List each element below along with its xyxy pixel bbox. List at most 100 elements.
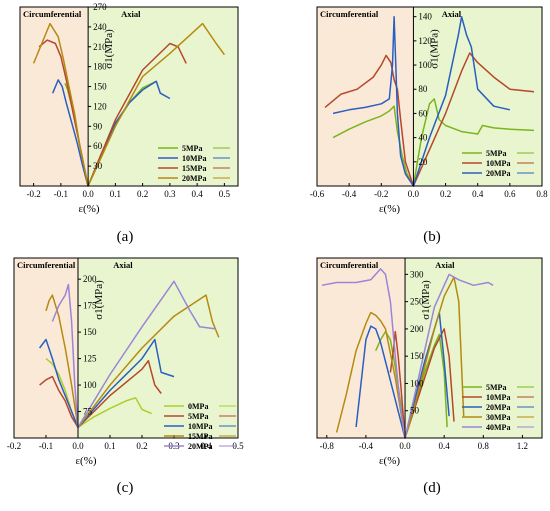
series-line-5MPa [332,98,535,187]
legend-entry-10MPa: 10MPa [486,393,510,402]
y-axis-label: σ1(MPa) [420,280,432,320]
x-tick-label: 1.2 [517,441,528,451]
region-label-circumferential: Circumferential [17,260,76,270]
panel-label: (b) [423,229,441,245]
x-tick-label: 0.8 [478,441,490,451]
series-line-10MPa [324,52,535,187]
legend-entry-20MPa: 20MPa [486,403,510,412]
x-tick-label: 0.1 [104,441,115,451]
x-tick-label: -0.1 [39,441,53,451]
legend-entry-0MPa: 0MPa [188,402,208,411]
legend-entry-5MPa: 5MPa [182,144,202,153]
x-tick-label: -0.1 [54,189,68,199]
plot-frame [19,6,239,187]
y-tick-label: 250 [410,297,424,307]
region-label-circumferential: Circumferential [320,9,379,19]
y-axis-label: σ1(MPa) [103,29,115,69]
circumferential-region [317,258,406,438]
chart-panel-4: Circumferential Axial -0.8 -0.4 0.0 0.4 0.8 1.2… [316,257,543,496]
legend-entry-10MPa: 10MPa [486,159,510,168]
axial-region [88,7,238,186]
x-tick-label: 0.0 [408,189,420,199]
x-tick-label: 0.1 [110,189,121,199]
x-tick-label: 0.0 [399,441,411,451]
y-tick-label: 50 [410,406,420,416]
x-tick-label: -0.2 [7,441,21,451]
x-tick-label: 0.5 [232,441,244,451]
region-label-circumferential: Circumferential [320,260,379,270]
y-tick-label: 270 [93,2,107,12]
x-tick-label: 0.6 [504,189,516,199]
x-tick-label: 0.3 [164,189,176,199]
x-axis-label: ε(%) [78,203,99,215]
legend-entry-5MPa: 5MPa [486,149,506,158]
y-tick-label: 75 [83,407,93,417]
series-line-30MPa [335,276,465,439]
y-tick-label: 90 [93,121,103,131]
panel-label: (a) [117,229,134,245]
plot-frame [13,257,239,439]
x-tick-label: 0.5 [219,189,231,199]
y-axis-label: σ1(MPa) [428,29,440,69]
series-line-5MPa [39,359,162,429]
y-tick-label: 140 [418,12,432,22]
x-tick-label: 0.4 [472,189,484,199]
legend-entry-15MPa: 15MPa [188,432,212,441]
panel-label: (c) [117,480,134,496]
chart-panel-2: Circumferential Axial -0.6 -0.4 -0.2 0.0 0.2 0.… [310,6,548,245]
x-axis-label: ε(%) [379,455,400,467]
y-tick-label: 120 [418,36,432,46]
x-tick-label: -0.4 [359,441,374,451]
circumferential-region [317,7,414,186]
region-label-axial: Axial [121,9,141,19]
region-label-circumferential: Circumferential [23,9,82,19]
y-tick-label: 80 [418,84,428,94]
y-tick-label: 30 [93,161,103,171]
x-axis-label: ε(%) [75,455,96,467]
series-line-20MPa [332,15,511,187]
series-line-0MPa [45,358,152,429]
x-tick-label: -0.8 [320,441,335,451]
legend-entry-20MPa: 20MPa [486,169,510,178]
axial-region [78,258,238,438]
x-tick-label: -0.2 [27,189,41,199]
y-tick-label: 240 [93,22,107,32]
x-tick-label: -0.4 [342,189,357,199]
x-tick-label: 0.4 [200,441,212,451]
circumferential-region [20,7,89,186]
panel-label: (d) [423,480,441,496]
x-tick-label: 0.4 [439,441,451,451]
series-line-10MPa [39,338,175,429]
y-tick-label: 200 [410,324,424,334]
x-tick-label: 0.0 [83,189,95,199]
y-tick-label: 60 [93,141,103,151]
legend-entry-5MPa: 5MPa [188,412,208,421]
legend-entry-15MPa: 15MPa [182,164,206,173]
region-label-axial: Axial [435,260,455,270]
y-tick-label: 150 [410,351,424,361]
plot-frame [316,6,543,187]
y-tick-label: 100 [83,380,97,390]
legend-entry-20MPa: 20MPa [188,442,212,451]
y-tick-label: 100 [418,60,432,70]
series-line-40MPa [321,268,494,439]
y-tick-label: 60 [418,108,428,118]
legend-entry-10MPa: 10MPa [188,422,212,431]
y-tick-label: 200 [83,274,97,284]
legend-entry-20MPa: 20MPa [182,174,206,183]
x-tick-label: -0.6 [310,189,325,199]
chart-panel-1: Circumferential Axial -0.2 -0.1 0.0 0.1 0.2 0.3… [19,2,239,245]
y-tick-label: 180 [93,62,107,72]
x-tick-label: 0.0 [72,441,84,451]
x-tick-label: 0.2 [440,189,451,199]
region-label-axial: Axial [442,9,462,19]
y-tick-label: 210 [93,42,107,52]
x-tick-label: 0.4 [192,189,204,199]
axial-region [413,7,542,186]
chart-panel-3: Circumferential Axial-0.2 -0.1 0.0 0.1 0.2 0.3… [7,257,244,496]
legend-entry-5MPa: 5MPa [486,383,506,392]
legend-entry-10MPa: 10MPa [182,154,206,163]
x-tick-label: 0.2 [136,441,147,451]
plot-frame [316,257,543,439]
